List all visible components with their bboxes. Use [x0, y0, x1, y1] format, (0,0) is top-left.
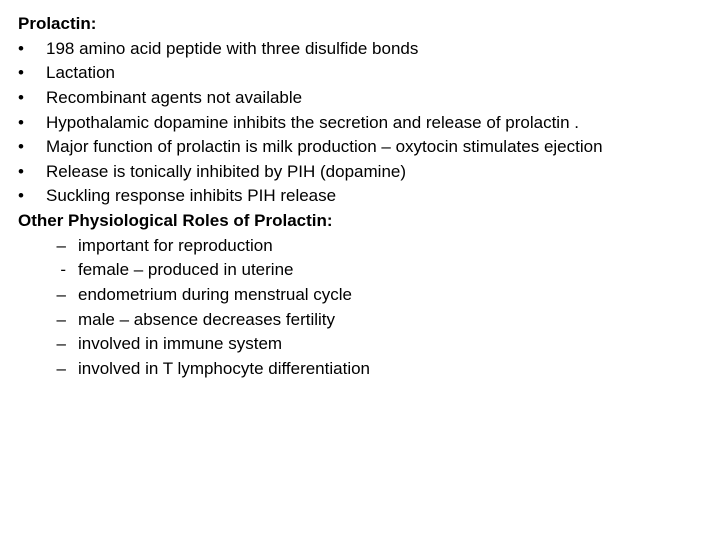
dash-marker: –: [18, 234, 78, 259]
bullet-text: Lactation: [46, 61, 702, 86]
sub-text: female – produced in uterine: [78, 258, 702, 283]
sub-item: – important for reproduction: [18, 234, 702, 259]
bullet-item: • Hypothalamic dopamine inhibits the sec…: [18, 111, 702, 136]
sub-text: involved in T lymphocyte differentiation: [78, 357, 702, 382]
heading-prolactin: Prolactin:: [18, 12, 702, 37]
dash-marker: –: [18, 308, 78, 333]
sub-text: important for reproduction: [78, 234, 702, 259]
sub-item: – male – absence decreases fertility: [18, 308, 702, 333]
bullet-item: • 198 amino acid peptide with three disu…: [18, 37, 702, 62]
bullet-text: Major function of prolactin is milk prod…: [46, 135, 702, 160]
sub-text: endometrium during menstrual cycle: [78, 283, 702, 308]
bullet-text: Hypothalamic dopamine inhibits the secre…: [46, 111, 702, 136]
bullet-marker: •: [18, 37, 46, 62]
bullet-item: • Lactation: [18, 61, 702, 86]
bullet-item: • Major function of prolactin is milk pr…: [18, 135, 702, 160]
bullet-text: Recombinant agents not available: [46, 86, 702, 111]
heading-other-roles: Other Physiological Roles of Prolactin:: [18, 209, 702, 234]
bullet-marker: •: [18, 61, 46, 86]
bullet-marker: •: [18, 135, 46, 160]
bullet-marker: •: [18, 86, 46, 111]
bullet-text: Suckling response inhibits PIH release: [46, 184, 702, 209]
sub-text: male – absence decreases fertility: [78, 308, 702, 333]
bullet-text: 198 amino acid peptide with three disulf…: [46, 37, 702, 62]
sub-text: involved in immune system: [78, 332, 702, 357]
dash-marker: -: [18, 258, 78, 283]
bullet-marker: •: [18, 111, 46, 136]
bullet-marker: •: [18, 184, 46, 209]
bullet-item: • Recombinant agents not available: [18, 86, 702, 111]
sub-item: – endometrium during menstrual cycle: [18, 283, 702, 308]
slide-page: Prolactin: • 198 amino acid peptide with…: [0, 0, 720, 382]
sub-item: - female – produced in uterine: [18, 258, 702, 283]
sub-item: – involved in T lymphocyte differentiati…: [18, 357, 702, 382]
bullet-marker: •: [18, 160, 46, 185]
dash-marker: –: [18, 283, 78, 308]
dash-marker: –: [18, 332, 78, 357]
bullet-item: • Release is tonically inhibited by PIH …: [18, 160, 702, 185]
dash-marker: –: [18, 357, 78, 382]
bullet-item: • Suckling response inhibits PIH release: [18, 184, 702, 209]
bullet-text: Release is tonically inhibited by PIH (d…: [46, 160, 702, 185]
sub-item: – involved in immune system: [18, 332, 702, 357]
